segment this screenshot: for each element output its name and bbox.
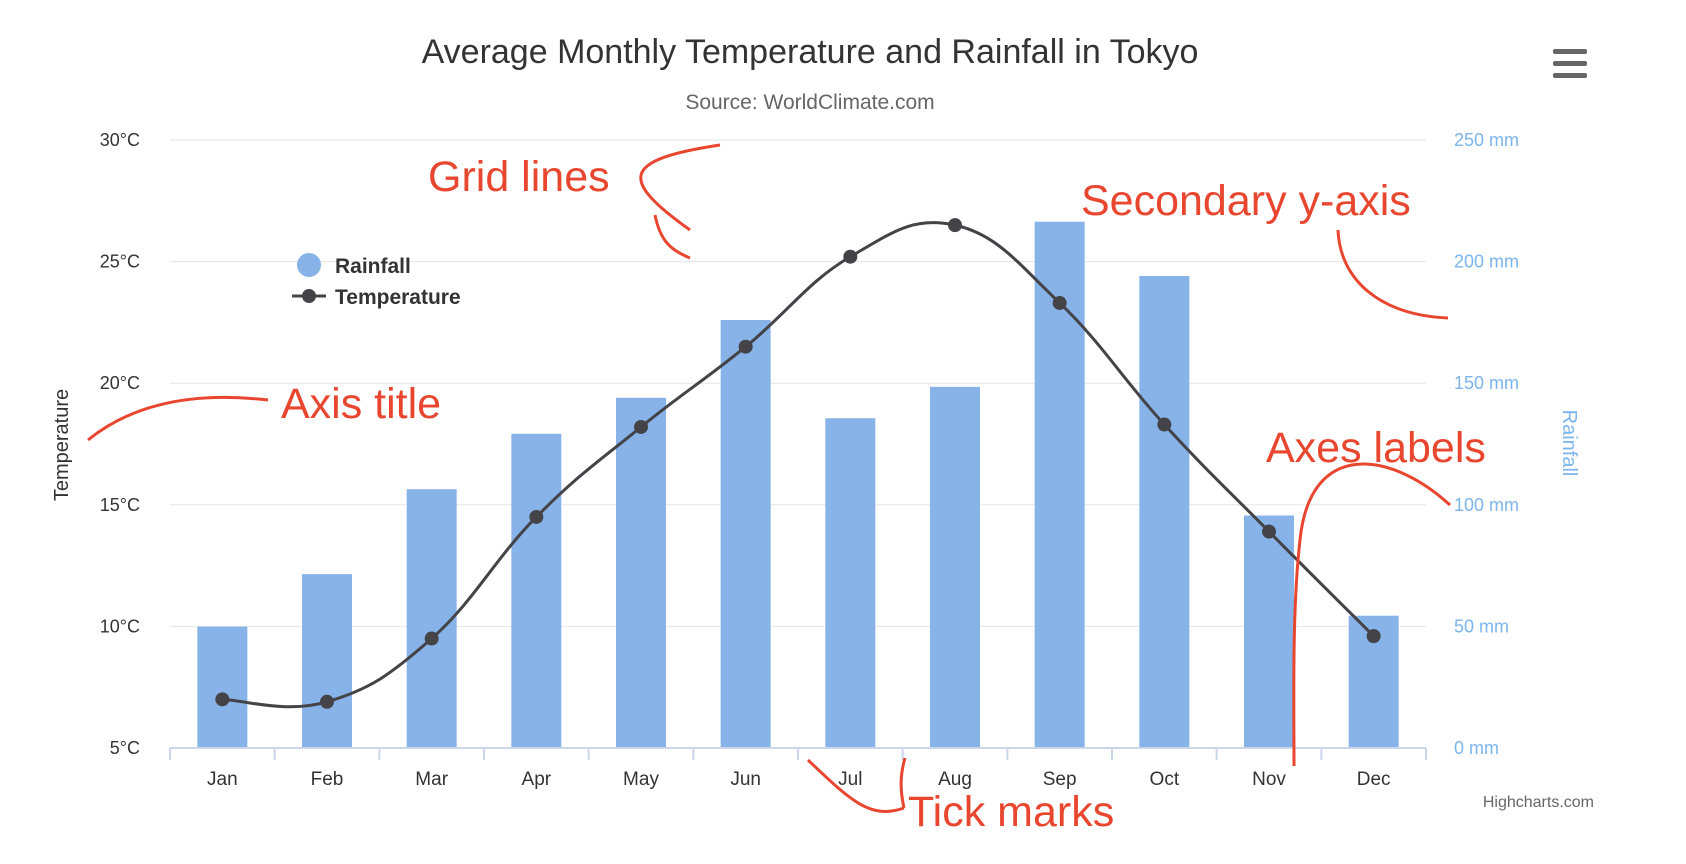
legend-item-temperature[interactable]: Temperature bbox=[292, 286, 461, 309]
y-right-tick-label: 100 mm bbox=[1454, 495, 1519, 515]
credits-link[interactable]: Highcharts.com bbox=[1483, 794, 1594, 811]
rainfall-bar[interactable] bbox=[825, 418, 876, 748]
annotation-axis-title-arrow bbox=[87, 395, 269, 442]
grid-lines-layer bbox=[170, 139, 1426, 627]
annotation-grid-lines-arrow bbox=[639, 143, 721, 232]
y-left-tick-label: 25°C bbox=[100, 252, 140, 272]
x-tick-label: Sep bbox=[1043, 769, 1077, 790]
annotation-axes-labels-arrow bbox=[1292, 462, 1452, 767]
annotation-tick-marks-arrow-2 bbox=[899, 757, 907, 809]
x-tick-label: May bbox=[623, 769, 659, 790]
rainfall-bar[interactable] bbox=[511, 433, 562, 748]
temperature-point[interactable] bbox=[634, 419, 648, 434]
temperature-point[interactable] bbox=[1157, 417, 1172, 432]
y-left-tick-label: 20°C bbox=[100, 373, 140, 393]
annotation-tick-marks: Tick marks bbox=[908, 788, 1114, 836]
x-tick-label: Jan bbox=[207, 769, 238, 790]
rainfall-bar[interactable] bbox=[302, 574, 352, 748]
y-left-tick-label: 15°C bbox=[100, 495, 140, 515]
x-tick-label: Mar bbox=[415, 769, 448, 790]
y-left-tick-label: 5°C bbox=[110, 738, 140, 758]
x-tick-label: Nov bbox=[1252, 769, 1286, 790]
annotations: Grid lines Secondary y-axis Axis title A… bbox=[87, 143, 1486, 836]
rainfall-bars bbox=[197, 221, 1399, 748]
legend-rainfall-label: Rainfall bbox=[335, 255, 411, 278]
rainfall-bar[interactable] bbox=[406, 489, 457, 748]
y-axis-title-left: Temperature bbox=[51, 389, 73, 501]
hamburger-menu-icon[interactable] bbox=[1553, 49, 1587, 78]
x-tick-label: Dec bbox=[1357, 769, 1391, 790]
y-right-tick-label: 50 mm bbox=[1454, 616, 1509, 636]
annotation-grid-lines-arrow-2 bbox=[653, 214, 691, 260]
x-tick-label: Apr bbox=[522, 769, 552, 790]
chart-title: Average Monthly Temperature and Rainfall… bbox=[422, 33, 1199, 71]
y-right-tick-label: 150 mm bbox=[1454, 373, 1519, 393]
temperature-line-layer bbox=[215, 218, 1381, 709]
temperature-point[interactable] bbox=[843, 249, 858, 264]
rainfall-bar[interactable] bbox=[197, 626, 248, 748]
rainfall-bar[interactable] bbox=[1139, 275, 1190, 748]
annotation-secondary-y-axis-arrow bbox=[1336, 229, 1449, 320]
annotation-axis-title: Axis title bbox=[281, 380, 441, 428]
x-tick-label: Jul bbox=[838, 769, 862, 790]
rainfall-bar[interactable] bbox=[930, 386, 980, 748]
annotation-grid-lines: Grid lines bbox=[428, 153, 610, 201]
legend: Rainfall Temperature bbox=[292, 253, 461, 309]
annotation-tick-marks-arrow bbox=[806, 758, 905, 813]
legend-item-rainfall[interactable]: Rainfall bbox=[297, 253, 411, 278]
annotation-secondary-y-axis: Secondary y-axis bbox=[1081, 177, 1411, 225]
temperature-point[interactable] bbox=[948, 218, 962, 233]
temperature-point[interactable] bbox=[424, 631, 439, 646]
x-tick-label: Feb bbox=[311, 769, 344, 790]
x-tick-label: Oct bbox=[1150, 769, 1180, 790]
y-right-tick-label: 0 mm bbox=[1454, 738, 1499, 758]
legend-rainfall-marker bbox=[297, 253, 321, 277]
temperature-point[interactable] bbox=[1262, 524, 1276, 539]
temperature-point[interactable] bbox=[1052, 295, 1067, 310]
rainfall-bar[interactable] bbox=[1244, 515, 1294, 748]
left-axis-ticks: 5°C 10°C 15°C 20°C 25°C 30°C bbox=[100, 130, 140, 758]
legend-temperature-label: Temperature bbox=[335, 286, 461, 309]
temperature-point[interactable] bbox=[320, 694, 334, 709]
x-axis-ticks: Jan Feb Mar Apr May Jun Jul Aug Sep Oct Nov Dec bbox=[207, 769, 1391, 790]
temperature-point[interactable] bbox=[738, 339, 753, 354]
axes-layer bbox=[169, 747, 1427, 760]
chart-subtitle: Source: WorldClimate.com bbox=[685, 91, 934, 114]
y-right-tick-label: 250 mm bbox=[1454, 130, 1519, 150]
x-tick-label: Aug bbox=[938, 769, 972, 790]
right-axis-ticks: 0 mm 50 mm 100 mm 150 mm 200 mm 250 mm bbox=[1454, 130, 1519, 758]
y-right-tick-label: 200 mm bbox=[1454, 252, 1519, 272]
x-tick-label: Jun bbox=[730, 769, 761, 790]
rainfall-bar[interactable] bbox=[616, 397, 666, 748]
rainfall-bar[interactable] bbox=[720, 319, 771, 748]
temperature-point[interactable] bbox=[1366, 629, 1381, 644]
legend-temperature-marker bbox=[302, 289, 316, 303]
y-left-tick-label: 30°C bbox=[100, 130, 140, 150]
temperature-point[interactable] bbox=[215, 692, 230, 707]
y-left-tick-label: 10°C bbox=[100, 616, 140, 636]
y-axis-title-right: Rainfall bbox=[1558, 410, 1580, 477]
temperature-point[interactable] bbox=[529, 509, 544, 524]
